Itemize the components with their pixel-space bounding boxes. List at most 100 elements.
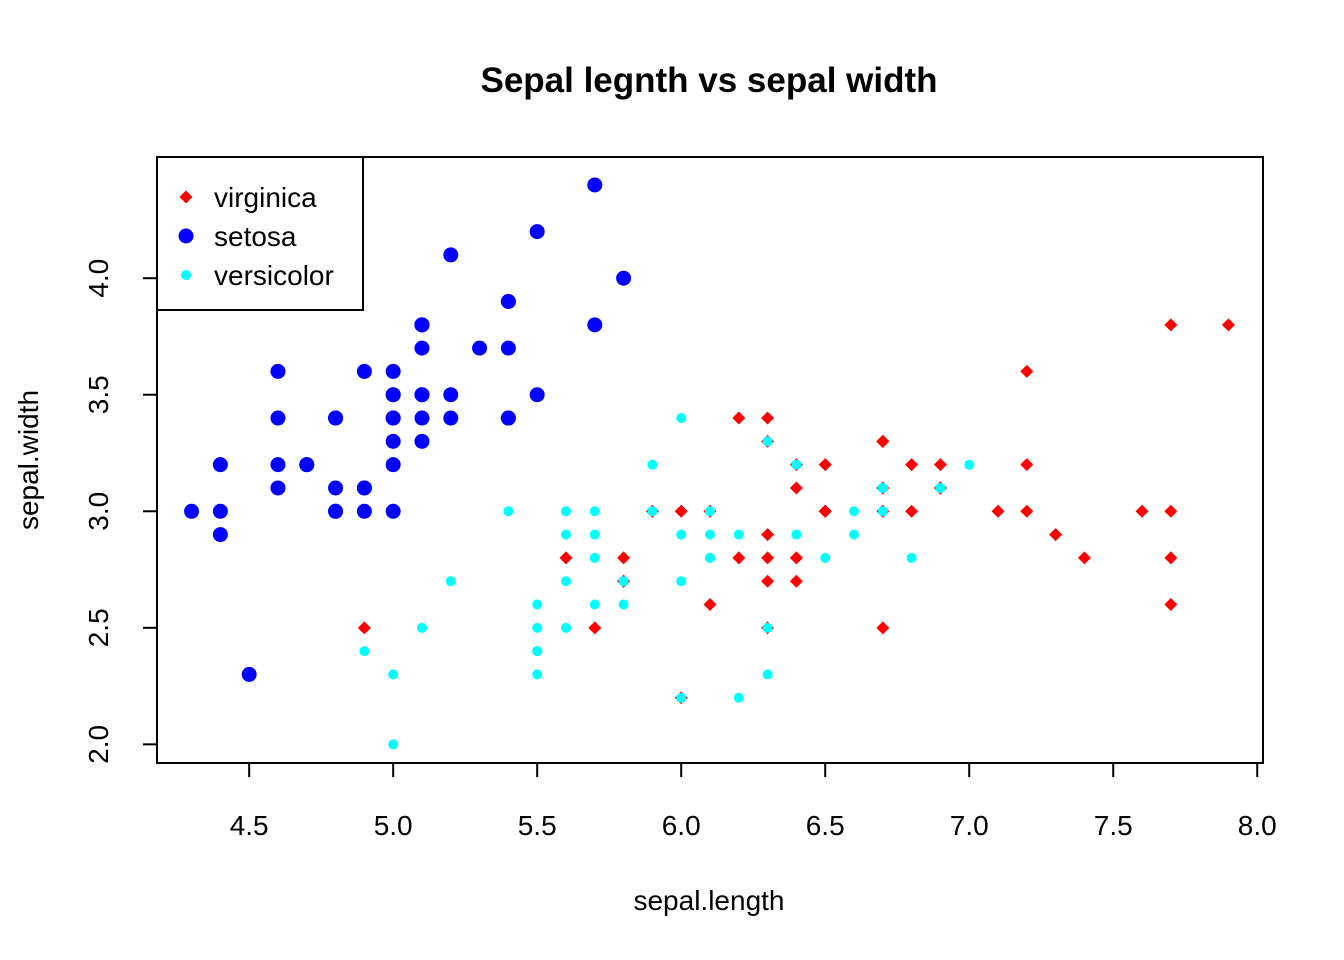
- point-virginica: [789, 574, 803, 588]
- point-versicolor: [560, 506, 571, 517]
- point-versicolor: [618, 599, 629, 610]
- point-virginica: [991, 504, 1005, 518]
- point-setosa: [299, 457, 315, 473]
- point-versicolor: [416, 622, 427, 633]
- point-versicolor: [676, 529, 687, 540]
- point-setosa: [212, 527, 228, 543]
- point-versicolor: [791, 529, 802, 540]
- point-setosa: [529, 224, 545, 240]
- point-setosa: [212, 457, 228, 473]
- point-setosa: [385, 363, 401, 379]
- point-setosa: [443, 247, 459, 263]
- point-versicolor: [589, 506, 600, 517]
- point-versicolor: [647, 459, 658, 470]
- point-versicolor: [388, 669, 399, 680]
- point-versicolor: [647, 506, 658, 517]
- legend-marker-versicolor: [181, 270, 191, 280]
- point-setosa: [356, 363, 372, 379]
- series-setosa: [184, 177, 632, 682]
- y-tick-label: 4.0: [83, 259, 114, 298]
- x-axis-label: sepal.length: [633, 885, 784, 916]
- point-versicolor: [791, 459, 802, 470]
- point-versicolor: [762, 622, 773, 633]
- x-tick-label: 4.5: [230, 810, 269, 841]
- point-setosa: [356, 480, 372, 496]
- x-tick-label: 8.0: [1238, 810, 1277, 841]
- legend-marker-setosa: [178, 228, 194, 244]
- point-setosa: [529, 387, 545, 403]
- point-setosa: [356, 503, 372, 519]
- point-virginica: [905, 504, 919, 518]
- point-virginica: [1164, 504, 1178, 518]
- point-versicolor: [532, 646, 543, 657]
- point-versicolor: [589, 529, 600, 540]
- point-virginica: [588, 621, 602, 635]
- point-virginica: [1164, 551, 1178, 565]
- legend-label-virginica: virginica: [214, 182, 317, 213]
- point-versicolor: [532, 669, 543, 680]
- point-setosa: [385, 433, 401, 449]
- point-versicolor: [676, 692, 687, 703]
- point-virginica: [559, 551, 573, 565]
- y-tick-label: 2.5: [83, 608, 114, 647]
- point-setosa: [385, 410, 401, 426]
- point-versicolor: [618, 576, 629, 587]
- point-setosa: [414, 410, 430, 426]
- point-setosa: [184, 503, 200, 519]
- point-setosa: [241, 666, 257, 682]
- point-setosa: [472, 340, 488, 356]
- legend-item-setosa: setosa: [178, 221, 297, 252]
- point-setosa: [500, 410, 516, 426]
- point-setosa: [328, 480, 344, 496]
- point-versicolor: [532, 599, 543, 610]
- x-tick-label: 5.5: [518, 810, 557, 841]
- point-virginica: [732, 551, 746, 565]
- point-setosa: [385, 503, 401, 519]
- point-versicolor: [503, 506, 514, 517]
- point-versicolor: [560, 529, 571, 540]
- point-setosa: [328, 410, 344, 426]
- point-setosa: [414, 340, 430, 356]
- legend-label-setosa: setosa: [214, 221, 297, 252]
- legend-item-versicolor: versicolor: [181, 260, 334, 291]
- point-versicolor: [849, 529, 860, 540]
- point-virginica: [1164, 318, 1178, 332]
- point-virginica: [818, 504, 832, 518]
- point-virginica: [818, 458, 832, 472]
- x-tick-label: 7.5: [1094, 810, 1133, 841]
- point-setosa: [414, 433, 430, 449]
- y-axis: 2.0 2.5 3.0 3.5 4.0: [83, 259, 158, 764]
- point-virginica: [789, 481, 803, 495]
- point-setosa: [500, 294, 516, 310]
- point-versicolor: [762, 436, 773, 447]
- point-virginica: [674, 504, 688, 518]
- point-virginica: [761, 551, 775, 565]
- point-virginica: [905, 458, 919, 472]
- point-setosa: [414, 317, 430, 333]
- x-axis: 4.5 5.0 5.5 6.0 6.5 7.0 7.5 8.0: [230, 762, 1277, 841]
- y-tick-label: 3.5: [83, 375, 114, 414]
- point-virginica: [761, 574, 775, 588]
- point-virginica: [1135, 504, 1149, 518]
- point-setosa: [328, 503, 344, 519]
- point-virginica: [617, 551, 631, 565]
- point-virginica: [761, 528, 775, 542]
- point-versicolor: [820, 552, 831, 563]
- point-versicolor: [705, 506, 715, 517]
- point-setosa: [270, 410, 286, 426]
- point-versicolor: [705, 529, 715, 540]
- point-versicolor: [849, 506, 860, 517]
- point-virginica: [732, 411, 746, 425]
- point-setosa: [414, 387, 430, 403]
- point-virginica: [876, 434, 890, 448]
- point-versicolor: [906, 552, 917, 563]
- point-versicolor: [589, 599, 600, 610]
- point-versicolor: [762, 669, 773, 680]
- point-versicolor: [445, 576, 456, 587]
- series-versicolor: [359, 413, 975, 750]
- point-setosa: [587, 177, 603, 193]
- x-tick-label: 6.5: [806, 810, 845, 841]
- point-versicolor: [733, 529, 744, 540]
- point-versicolor: [676, 413, 687, 424]
- point-versicolor: [877, 506, 888, 517]
